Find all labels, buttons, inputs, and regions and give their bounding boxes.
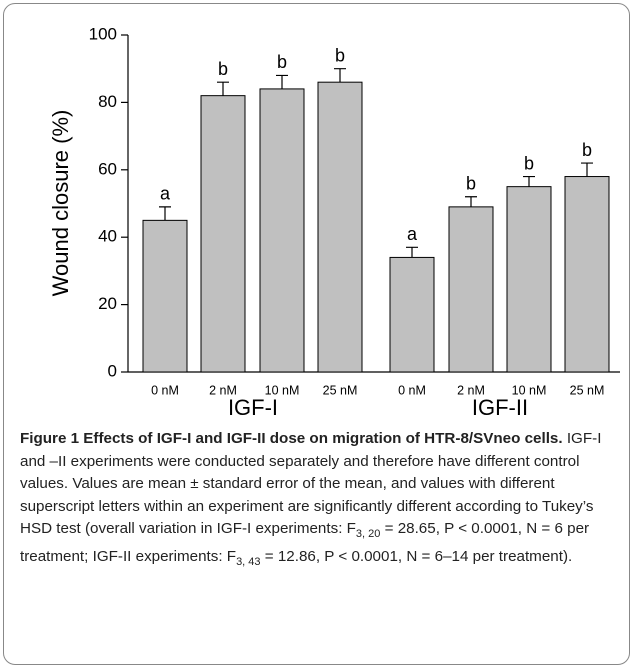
x-tick-label: 10 nM xyxy=(512,383,547,397)
bar xyxy=(142,219,188,373)
y-tick-label: 20 xyxy=(98,294,117,313)
group-label: IGF-II xyxy=(472,395,528,420)
x-tick-label: 25 nM xyxy=(570,383,605,397)
error-bar xyxy=(465,196,477,207)
significance-letter: b xyxy=(218,59,228,79)
significance-letter: b xyxy=(335,45,345,65)
error-bar xyxy=(523,175,535,187)
error-bar xyxy=(334,68,346,83)
bar xyxy=(200,95,246,373)
bar xyxy=(506,186,552,373)
x-tick-label: 25 nM xyxy=(323,383,358,397)
significance-letter: b xyxy=(277,52,287,72)
significance-letter: b xyxy=(582,140,592,160)
error-bar xyxy=(217,81,229,96)
caption-body: IGF-I and –II experiments were conducted… xyxy=(20,430,602,569)
x-tick-label: 0 nM xyxy=(398,383,426,397)
significance-letter: b xyxy=(466,174,476,194)
caption-title: Figure 1 Effects of IGF-I and IGF-II dos… xyxy=(20,430,563,447)
x-tick-label: 10 nM xyxy=(265,383,300,397)
subscript: 3, 43 xyxy=(236,556,261,569)
bar xyxy=(259,88,305,373)
y-tick-label: 80 xyxy=(98,92,117,111)
significance-letter: a xyxy=(407,224,418,244)
caption-text: = 28.65, P < 0.0001, N = 6 per treatment… xyxy=(20,520,590,565)
error-bar xyxy=(406,246,418,258)
bar xyxy=(389,256,435,373)
caption-text: IGF-I and –II experiments were conducted… xyxy=(20,430,602,538)
caption-text: = 12.86, P < 0.0001, N = 6–14 per treatm… xyxy=(260,548,573,565)
group-label: IGF-I xyxy=(228,395,278,420)
y-tick-label: 40 xyxy=(98,227,117,246)
y-tick-label: 60 xyxy=(98,159,117,178)
y-tick-label: 0 xyxy=(108,361,117,380)
y-axis-label: Wound closure (%) xyxy=(48,110,73,297)
error-bar xyxy=(159,206,171,221)
significance-letter: b xyxy=(524,153,534,173)
bar xyxy=(564,176,610,373)
subscript: 3, 20 xyxy=(355,528,381,541)
x-tick-label: 2 nM xyxy=(209,383,237,397)
x-tick-label: 2 nM xyxy=(457,383,485,397)
error-bar xyxy=(276,74,288,89)
figure-frame xyxy=(3,3,630,665)
caption: Figure 1 Effects of IGF-I and IGF-II dos… xyxy=(20,428,620,574)
x-tick-label: 0 nM xyxy=(151,383,179,397)
significance-letter: a xyxy=(160,184,171,204)
bar xyxy=(317,81,363,373)
y-tick-label: 100 xyxy=(89,24,117,43)
chart: Wound closure (%) 0 20 40 60 80 100 a 0 nM b 2 nM… xyxy=(48,24,620,420)
error-bar xyxy=(581,162,593,177)
bar xyxy=(448,206,494,373)
